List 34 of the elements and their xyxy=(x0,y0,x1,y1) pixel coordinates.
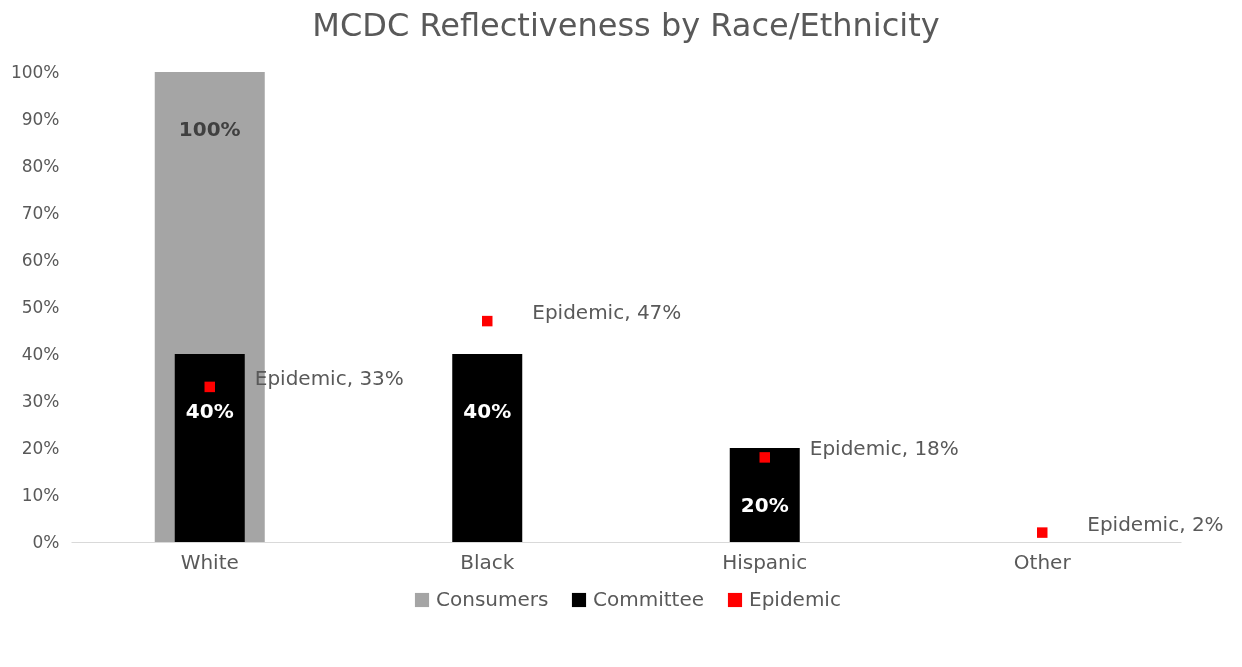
y-tick-label: 10% xyxy=(21,484,60,505)
legend-label: Epidemic xyxy=(749,587,841,611)
y-tick-label: 30% xyxy=(21,390,60,411)
legend-label: Committee xyxy=(593,587,705,611)
y-tick-label: 20% xyxy=(21,437,60,458)
point xyxy=(204,381,215,393)
y-tick-label: 90% xyxy=(21,108,60,129)
bar xyxy=(729,448,800,542)
x-tick-label: Other xyxy=(1013,549,1072,574)
data-label: 100% xyxy=(178,117,241,141)
y-tick-label: 50% xyxy=(21,296,60,317)
y-tick-label: 70% xyxy=(21,202,60,223)
y-tick-label: 40% xyxy=(21,343,60,364)
data-label: 40% xyxy=(463,399,512,423)
point xyxy=(759,452,770,463)
point xyxy=(1037,527,1048,538)
chart-title: MCDC Reflectiveness by Race/Ethnicity xyxy=(312,6,940,44)
point xyxy=(482,315,493,327)
bar xyxy=(452,354,523,542)
annotation: Epidemic, 2% xyxy=(1087,511,1224,536)
annotation: Epidemic, 18% xyxy=(809,436,959,461)
annotation: Epidemic, 47% xyxy=(532,300,682,325)
y-tick-label: 80% xyxy=(21,155,60,176)
x-tick-label: White xyxy=(180,549,239,574)
x-tick-label: Hispanic xyxy=(722,549,808,574)
y-tick-label: 60% xyxy=(21,249,60,270)
legend-label: Consumers xyxy=(436,587,549,611)
y-tick-label: 100% xyxy=(10,61,60,82)
bar xyxy=(174,354,245,542)
y-tick-label: 0% xyxy=(32,531,60,552)
x-tick-label: Black xyxy=(460,549,515,574)
data-label: 40% xyxy=(185,399,234,423)
annotation: Epidemic, 33% xyxy=(254,365,404,390)
data-label: 20% xyxy=(740,493,789,517)
